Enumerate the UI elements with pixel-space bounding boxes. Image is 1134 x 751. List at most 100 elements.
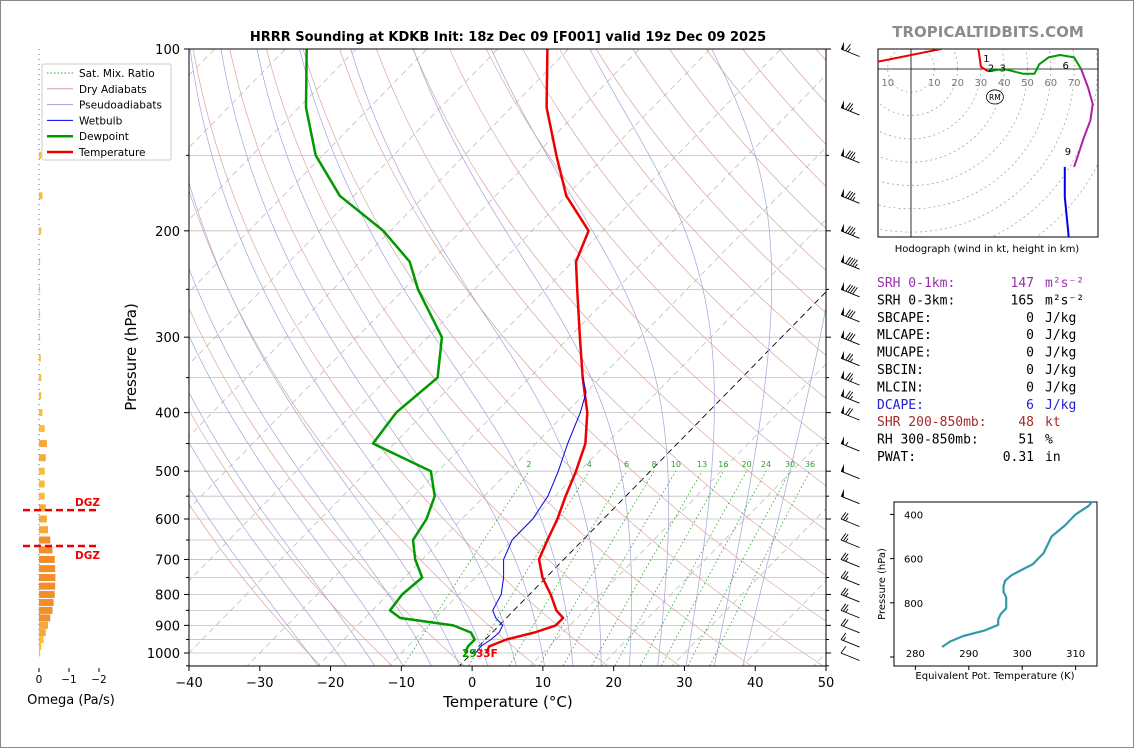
omega-bar (39, 629, 46, 637)
mixing-ratio-label: 30 (785, 460, 795, 469)
hodograph-ring-label: 60 (1044, 78, 1057, 89)
hodograph-height-label: 3 (1000, 63, 1006, 74)
wind-barb (840, 436, 860, 452)
omega-bar (39, 151, 42, 159)
barb-flag (841, 405, 844, 414)
dry-adiabat-line (229, 49, 681, 666)
pseudoadiabat-line (189, 181, 460, 666)
hodograph-ring-label: 10 (928, 78, 941, 89)
isotherm-line (189, 49, 428, 293)
wind-barb (840, 632, 860, 648)
wind-barb (840, 463, 860, 480)
legend-label: Pseudoadiabats (79, 100, 162, 112)
index-label: SHR 200-850mb: (877, 415, 987, 430)
wind-barb (840, 329, 860, 346)
barb-full (849, 333, 856, 342)
isotherm-line (246, 74, 826, 666)
barb-full (842, 604, 849, 612)
barb-staff (840, 594, 860, 603)
barb-full (840, 632, 847, 640)
x-tick-label: 0 (468, 676, 476, 691)
mixing-ratio-label: 2 (526, 460, 531, 469)
x-tick-label: −30 (246, 676, 273, 691)
hodograph-title: Hodograph (wind in kt, height in km) (895, 244, 1080, 255)
index-value: 147 (1011, 276, 1034, 291)
barb-half (845, 538, 849, 543)
barb-flag (841, 329, 844, 339)
wind-barb (840, 188, 860, 204)
temperature-trace (485, 49, 590, 654)
barb-full (840, 603, 847, 611)
omega-bar (39, 599, 54, 607)
index-value: 0.31 (1003, 450, 1034, 465)
theta-e-x-tick-label: 280 (906, 649, 925, 660)
barb-full (847, 191, 854, 199)
index-unit: in (1045, 450, 1061, 465)
pseudoadiabat-line (350, 49, 602, 666)
x-tick-label: 50 (818, 676, 835, 691)
mixing-ratio-label: 4 (587, 460, 592, 469)
mixing-ratio-line (709, 471, 811, 666)
mixing-ratio-label: 10 (671, 460, 681, 469)
theta-e-x-tick-label: 300 (1013, 649, 1032, 660)
dry-adiabat-line (705, 49, 826, 187)
omega-bar (39, 536, 51, 544)
omega-bar (39, 425, 45, 433)
theta-e-y-tick-label: 800 (904, 599, 923, 610)
barb-staff (840, 470, 860, 480)
omega-x-tick-label: −2 (91, 674, 106, 686)
omega-bar (39, 582, 56, 590)
mixing-ratio-label: 6 (624, 460, 629, 469)
index-unit: J/kg (1045, 328, 1076, 343)
y-tick-label: 500 (155, 465, 180, 480)
barb-staff (840, 609, 860, 619)
isotherm-line (189, 49, 711, 582)
barb-half (847, 48, 851, 53)
y-tick-label: 200 (155, 225, 180, 240)
barb-half (852, 156, 856, 161)
mixing-ratio-line (614, 470, 724, 666)
omega-bar (39, 409, 43, 417)
dewpoint-trace (304, 49, 476, 654)
legend-label: Dry Adiabats (79, 84, 147, 96)
omega-bar (39, 621, 48, 629)
omega-bar (39, 526, 48, 534)
omega-panel: DGZ DGZ 0 −1 −2 Omega (Pa/s) (23, 49, 115, 708)
wind-barb (840, 405, 860, 421)
omega-bar (39, 565, 56, 573)
index-label: PWAT: (877, 450, 916, 465)
wetbulb-trace (475, 377, 587, 654)
isotherm-line (189, 49, 570, 437)
pseudoadiabat-line (189, 487, 319, 666)
omega-bar (39, 642, 42, 650)
index-value: 51 (1018, 433, 1034, 448)
wind-barb (840, 603, 860, 619)
omega-bar (39, 354, 41, 362)
barb-flag (841, 463, 844, 473)
theta-e-trace (941, 502, 1094, 648)
barb-full (840, 646, 847, 654)
hodograph-ring-label: 70 (1068, 78, 1081, 89)
isotherm-line (189, 49, 357, 221)
barb-flag (841, 350, 844, 360)
barb-half (845, 575, 849, 580)
hodograph-trace (1063, 166, 1070, 237)
barb-staff (840, 539, 860, 548)
omega-bar (39, 467, 45, 475)
barb-flag (841, 281, 844, 291)
surface-temperature-label: 33F (476, 648, 498, 660)
barb-full (845, 284, 851, 292)
barb-flag (841, 100, 844, 109)
index-label: SRH 0-1km: (877, 276, 955, 291)
barb-flag (841, 254, 844, 263)
index-value: 165 (1011, 293, 1034, 308)
omega-xlabel: Omega (Pa/s) (27, 693, 115, 708)
mixing-ratio-line (508, 470, 627, 666)
legend-label: Temperature (78, 147, 146, 159)
wind-barb (840, 254, 860, 270)
y-tick-label: 400 (155, 407, 180, 422)
pseudoadiabat-line (189, 441, 347, 666)
omega-x-tick-label: 0 (36, 674, 43, 686)
barb-full (847, 310, 854, 318)
